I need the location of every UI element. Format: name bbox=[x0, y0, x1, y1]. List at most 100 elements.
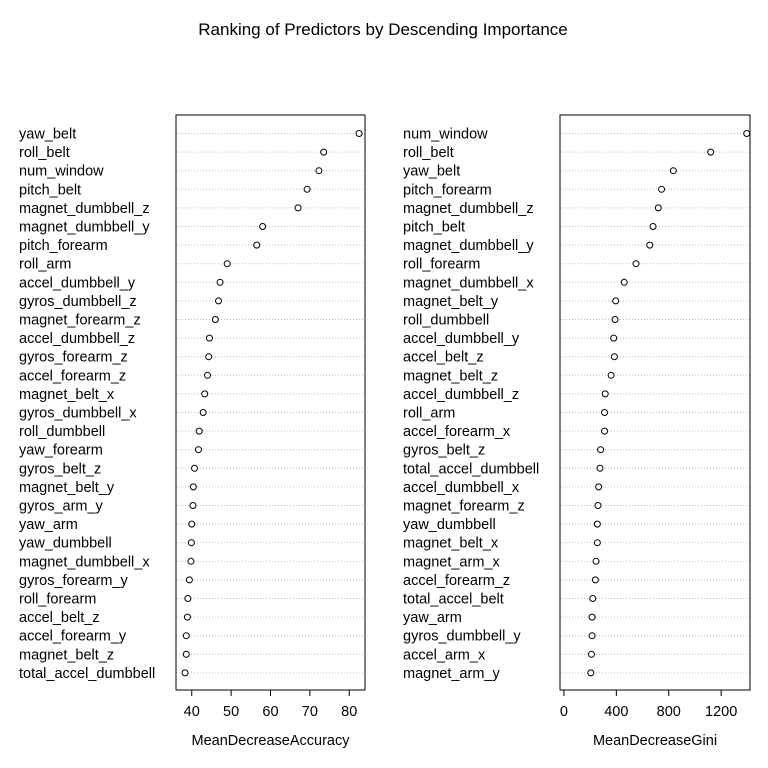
data-point bbox=[597, 446, 605, 454]
x-tick-label: 60 bbox=[262, 704, 278, 720]
category-label: gyros_dumbbell_y bbox=[403, 629, 521, 645]
data-point bbox=[205, 353, 213, 361]
category-label: total_accel_dumbbell bbox=[19, 666, 155, 682]
x-tick-label: 400 bbox=[604, 704, 628, 720]
data-point bbox=[215, 297, 223, 305]
x-axis-label: MeanDecreaseGini bbox=[593, 733, 717, 749]
category-label: pitch_forearm bbox=[19, 238, 108, 254]
data-point bbox=[610, 334, 618, 342]
data-point bbox=[184, 595, 192, 602]
data-point bbox=[194, 446, 202, 454]
category-label: accel_dumbbell_y bbox=[19, 275, 136, 291]
category-label: accel_belt_z bbox=[403, 350, 484, 366]
category-label: yaw_forearm bbox=[19, 443, 103, 459]
x-tick-label: 800 bbox=[657, 704, 681, 720]
data-point bbox=[211, 316, 219, 323]
category-label: yaw_belt bbox=[19, 127, 76, 143]
category-label: pitch_forearm bbox=[403, 182, 492, 198]
data-point bbox=[195, 427, 203, 435]
category-label: magnet_forearm_z bbox=[19, 313, 141, 329]
category-label: accel_arm_x bbox=[403, 647, 486, 663]
category-label: magnet_belt_x bbox=[19, 387, 115, 403]
category-label: gyros_dumbbell_z bbox=[19, 294, 137, 310]
data-point bbox=[587, 650, 595, 658]
data-point bbox=[658, 185, 666, 193]
category-label: total_accel_dumbbell bbox=[403, 461, 539, 477]
data-point bbox=[199, 409, 207, 416]
data-point bbox=[187, 539, 195, 547]
data-point bbox=[204, 371, 211, 379]
x-axis-label: MeanDecreaseAccuracy bbox=[192, 733, 351, 749]
category-label: magnet_dumbbell_y bbox=[19, 220, 150, 236]
chart-title: Ranking of Predictors by Descending Impo… bbox=[198, 20, 567, 39]
category-label: yaw_dumbbell bbox=[19, 536, 112, 552]
category-label: magnet_belt_y bbox=[403, 294, 499, 310]
data-point bbox=[355, 130, 363, 137]
data-point bbox=[595, 483, 603, 491]
data-point bbox=[588, 613, 596, 621]
category-label: accel_dumbbell_z bbox=[19, 331, 135, 347]
data-point bbox=[612, 297, 620, 305]
plot-frame bbox=[175, 114, 366, 691]
x-tick-label: 40 bbox=[184, 704, 200, 720]
category-label: gyros_belt_z bbox=[19, 461, 101, 477]
x-tick-label: 1200 bbox=[705, 704, 737, 720]
category-label: roll_arm bbox=[19, 257, 71, 273]
data-point bbox=[593, 539, 601, 547]
category-label: roll_arm bbox=[403, 406, 455, 422]
category-label: total_accel_belt bbox=[403, 592, 504, 608]
data-point bbox=[607, 371, 615, 379]
data-point bbox=[743, 130, 751, 137]
category-label: accel_forearm_x bbox=[403, 424, 511, 440]
x-tick-label: 80 bbox=[341, 704, 357, 720]
data-point bbox=[189, 483, 197, 491]
x-tick-label: 70 bbox=[302, 704, 318, 720]
data-point bbox=[181, 669, 189, 677]
data-point bbox=[649, 223, 657, 230]
category-label: magnet_belt_z bbox=[403, 368, 498, 384]
category-label: roll_forearm bbox=[19, 592, 96, 608]
category-label: accel_dumbbell_y bbox=[403, 331, 520, 347]
category-label: magnet_dumbbell_y bbox=[403, 238, 534, 254]
data-point bbox=[315, 167, 323, 175]
data-point bbox=[294, 204, 302, 212]
category-label: roll_dumbbell bbox=[19, 424, 105, 440]
data-point bbox=[216, 278, 224, 286]
category-label: magnet_dumbbell_z bbox=[403, 201, 534, 217]
category-label: magnet_belt_z bbox=[19, 647, 114, 663]
data-point bbox=[591, 576, 599, 584]
plot-frame bbox=[559, 114, 751, 691]
data-point bbox=[188, 520, 196, 528]
data-point bbox=[205, 334, 213, 342]
data-point bbox=[646, 241, 654, 249]
category-label: magnet_dumbbell_x bbox=[403, 275, 534, 291]
category-label: num_window bbox=[19, 164, 104, 180]
data-point bbox=[201, 390, 209, 398]
category-label: roll_dumbbell bbox=[403, 313, 489, 329]
category-label: roll_forearm bbox=[403, 257, 480, 273]
data-point bbox=[611, 316, 619, 323]
category-label: magnet_arm_x bbox=[403, 554, 500, 570]
data-point bbox=[620, 278, 628, 286]
category-label: magnet_belt_x bbox=[403, 536, 499, 552]
data-point bbox=[601, 409, 609, 416]
data-point bbox=[191, 464, 199, 472]
data-point bbox=[182, 650, 190, 658]
x-tick-label: 0 bbox=[560, 704, 568, 720]
data-point bbox=[303, 185, 311, 193]
data-point bbox=[632, 260, 640, 268]
data-point bbox=[601, 427, 609, 435]
data-point bbox=[610, 353, 618, 361]
panel-mean-decrease-gini: num_window roll_belt yaw_belt pitch_forearm… bbox=[403, 114, 751, 749]
category-label: gyros_belt_z bbox=[403, 443, 485, 459]
category-label: roll_belt bbox=[19, 145, 70, 161]
data-point bbox=[588, 632, 596, 640]
category-label: accel_dumbbell_z bbox=[403, 387, 519, 403]
data-point bbox=[654, 204, 662, 212]
category-label: pitch_belt bbox=[403, 220, 465, 236]
data-point bbox=[593, 520, 601, 528]
category-label: num_window bbox=[403, 127, 488, 143]
category-label: gyros_arm_y bbox=[19, 499, 104, 515]
category-label: magnet_dumbbell_x bbox=[19, 554, 150, 570]
